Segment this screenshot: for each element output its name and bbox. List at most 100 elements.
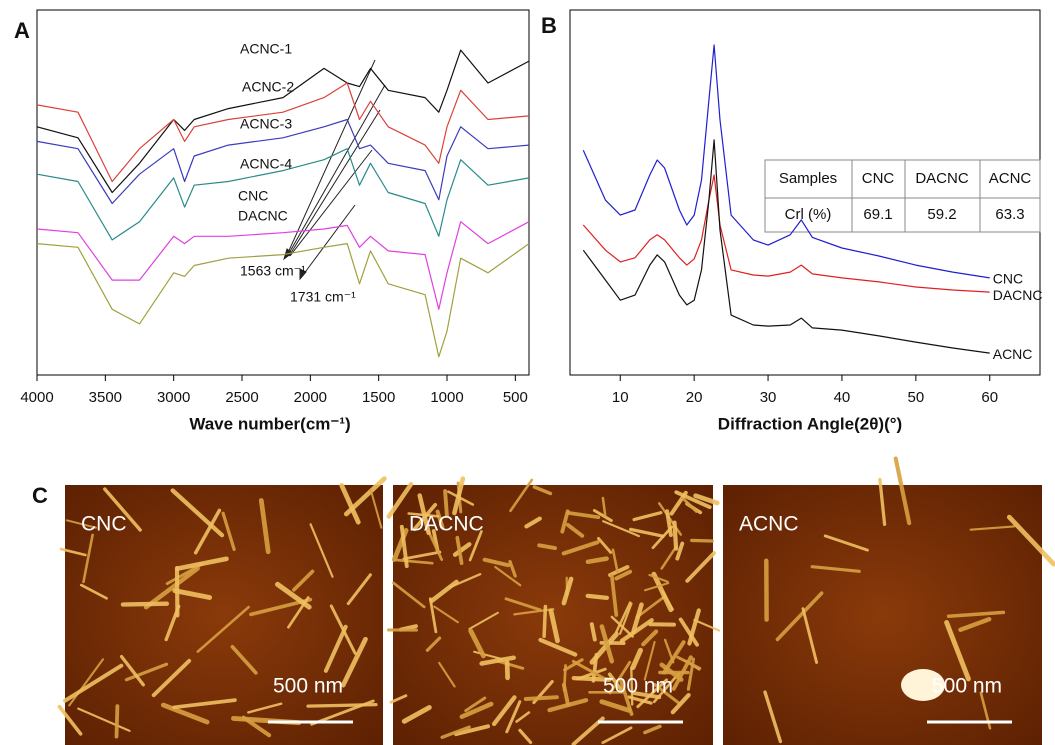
fibril — [1006, 514, 1055, 567]
fibril — [449, 573, 482, 589]
fibril — [608, 565, 630, 577]
fibril — [494, 565, 522, 587]
fibril — [571, 659, 608, 681]
fibril — [464, 696, 487, 713]
fibril — [247, 702, 283, 714]
fibril — [628, 527, 665, 538]
fibril — [392, 581, 426, 609]
fibril — [878, 477, 887, 526]
x-tick-label: 60 — [981, 389, 998, 406]
series-label: DACNC — [238, 208, 288, 224]
fibril — [468, 611, 499, 630]
x-tick-label: 3000 — [157, 389, 190, 406]
fibril — [599, 624, 615, 664]
x-tick-label: 3500 — [89, 389, 122, 406]
fibril — [79, 583, 108, 600]
fibril — [491, 695, 517, 727]
fibril — [801, 607, 819, 664]
fibril — [518, 728, 533, 745]
fibril — [532, 485, 553, 496]
fibril — [693, 618, 721, 632]
fibril — [459, 701, 494, 720]
fibril — [563, 658, 584, 672]
fibril — [597, 536, 613, 554]
fibril — [601, 726, 633, 745]
fibril — [944, 620, 971, 682]
fibril — [455, 535, 464, 566]
fibril — [648, 573, 669, 583]
fibril — [969, 525, 1016, 531]
fibril — [473, 650, 504, 661]
fibril — [537, 543, 557, 551]
fibril — [608, 660, 632, 695]
fibril — [170, 488, 225, 538]
series-line — [582, 139, 990, 354]
x-tick-label: 30 — [760, 389, 777, 406]
table-cell: DACNC — [915, 170, 969, 187]
fibril — [241, 715, 272, 738]
particle — [901, 669, 945, 701]
fibril — [693, 493, 720, 506]
fibril — [775, 591, 824, 642]
fibril — [428, 597, 438, 634]
fibril — [369, 488, 383, 529]
image-label: ACNC — [739, 513, 799, 536]
fibril — [670, 692, 691, 715]
fibril — [323, 624, 348, 673]
fibril — [65, 519, 97, 529]
fibril — [452, 542, 472, 557]
fibril — [538, 637, 578, 657]
fibril — [417, 493, 431, 536]
annotation: 1731 cm⁻¹ — [290, 289, 356, 305]
scale-label: 500 nm — [932, 675, 1002, 698]
x-tick-label: 2500 — [225, 389, 258, 406]
fibril — [57, 704, 83, 736]
fibril — [504, 660, 510, 681]
fibril — [571, 716, 605, 745]
fibril — [641, 629, 659, 647]
x-tick-label: 40 — [834, 389, 851, 406]
fibril — [547, 698, 589, 713]
fibril — [443, 489, 449, 518]
fibril — [175, 556, 229, 571]
fibril — [893, 456, 912, 526]
fibril — [542, 604, 548, 639]
series-label: ACNC — [993, 346, 1033, 362]
fibril — [196, 605, 250, 653]
fibril — [402, 550, 442, 561]
annotation: 1563 cm⁻¹ — [240, 263, 306, 279]
series-line — [36, 148, 530, 241]
table-cell: 59.2 — [927, 206, 956, 223]
x-tick-label: 2000 — [294, 389, 327, 406]
series-line — [582, 174, 990, 293]
fibril — [599, 699, 632, 713]
fibril — [631, 602, 644, 635]
fibril — [946, 610, 1006, 619]
fibril — [395, 558, 434, 565]
image-label: CNC — [81, 513, 127, 536]
scale-label: 500 nm — [603, 675, 673, 698]
x-tick-label: 500 — [503, 389, 528, 406]
arrows — [283, 59, 386, 281]
series-line — [36, 243, 530, 358]
fibril — [561, 576, 574, 606]
table-cell: ACNC — [989, 170, 1032, 187]
fibril — [386, 481, 414, 519]
fibril — [440, 725, 471, 739]
fibril — [124, 662, 169, 682]
panel-label: A — [14, 18, 30, 43]
fibril — [479, 655, 516, 666]
fibril — [627, 695, 653, 705]
series-label: CNC — [238, 188, 268, 204]
fibril — [309, 523, 334, 578]
fibril — [523, 695, 559, 701]
fibril — [143, 566, 200, 610]
fibril — [258, 498, 271, 555]
fibril — [615, 601, 632, 634]
series-label: CNC — [993, 271, 1023, 287]
fibril — [690, 538, 714, 543]
fibril — [505, 700, 522, 734]
fibril — [82, 533, 94, 584]
fibrils — [386, 476, 721, 745]
series-label: DACNC — [993, 287, 1043, 303]
